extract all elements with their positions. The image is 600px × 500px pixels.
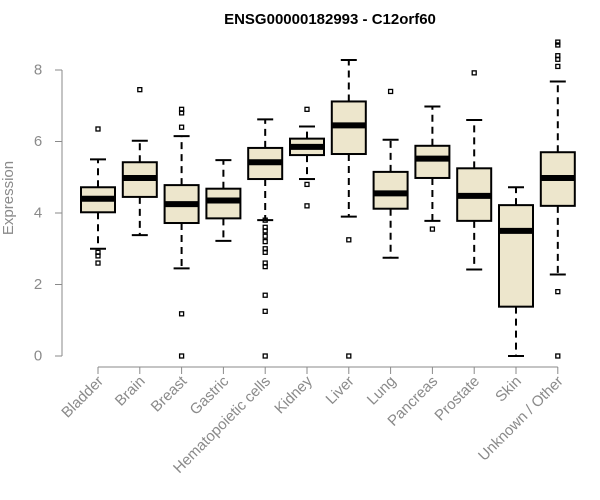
outlier-point xyxy=(387,88,394,95)
outlier-point xyxy=(262,246,268,252)
outlier-point xyxy=(304,106,310,112)
box-group xyxy=(456,70,493,271)
outlier-point xyxy=(95,126,101,132)
outlier-point xyxy=(95,249,101,255)
y-tick-label: 0 xyxy=(34,348,42,365)
axes: 0 2 4 6 8 xyxy=(34,62,559,374)
outlier-point xyxy=(555,353,561,359)
outlier-point xyxy=(555,63,561,70)
outlier-point xyxy=(346,353,352,359)
outlier-point xyxy=(555,39,561,45)
box-rect xyxy=(414,144,451,179)
boxes xyxy=(80,39,576,359)
box-group xyxy=(289,106,325,209)
outlier-point xyxy=(304,181,310,188)
outlier-point xyxy=(262,260,268,266)
x-tick-label: Lung xyxy=(364,373,400,409)
box-rect xyxy=(205,187,242,220)
box-group xyxy=(205,159,242,242)
outlier-point xyxy=(178,311,185,317)
outlier-point xyxy=(95,260,101,266)
x-tick-label: Skin xyxy=(492,373,525,406)
outlier-point xyxy=(178,353,185,359)
y-axis-label: Expression xyxy=(0,161,17,235)
box-group xyxy=(121,87,158,237)
box-group xyxy=(539,39,576,359)
chart-title: ENSG00000182993 - C12orf60 xyxy=(224,11,436,28)
outlier-point xyxy=(262,353,268,359)
outlier-point xyxy=(555,288,561,295)
outlier-point xyxy=(262,292,268,298)
x-tick-label: Liver xyxy=(323,373,358,408)
box-group xyxy=(330,58,367,359)
box-group xyxy=(247,118,284,359)
outlier-point xyxy=(262,217,268,223)
outlier-point xyxy=(555,42,561,48)
box-group xyxy=(163,106,200,359)
y-tick-label: 8 xyxy=(34,62,42,79)
outlier-point xyxy=(262,238,268,245)
box-group xyxy=(414,105,451,232)
outlier-point xyxy=(346,237,352,243)
outlier-point xyxy=(262,224,268,230)
x-tick-label: Kidney xyxy=(271,372,316,417)
y-tick-label: 2 xyxy=(34,276,42,293)
x-tick-label: Prostate xyxy=(431,373,483,425)
x-tick-label: Bladder xyxy=(58,373,107,422)
outlier-point xyxy=(262,233,268,239)
y-tick-label: 6 xyxy=(34,133,42,150)
box-group xyxy=(372,88,409,259)
outlier-point xyxy=(178,124,185,130)
box-group xyxy=(80,126,116,266)
box-rect xyxy=(372,170,409,210)
x-tick-label: Breast xyxy=(148,372,191,415)
outlier-point xyxy=(178,106,185,112)
outlier-point xyxy=(429,226,436,232)
box-rect xyxy=(498,204,534,308)
outlier-point xyxy=(262,308,268,314)
box-group xyxy=(498,186,534,357)
y-tick-label: 4 xyxy=(34,205,42,222)
outlier-point xyxy=(471,70,477,76)
outlier-point xyxy=(137,87,143,93)
outlier-point xyxy=(304,203,310,209)
outlier-point xyxy=(555,53,561,59)
x-tick-label: Brain xyxy=(112,373,149,410)
